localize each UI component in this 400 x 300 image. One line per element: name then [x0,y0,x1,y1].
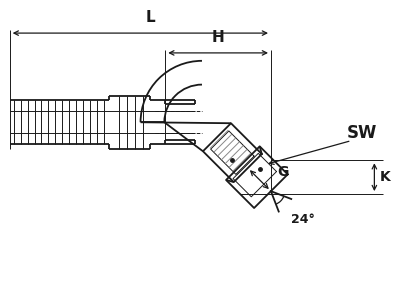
Text: K: K [379,170,390,184]
Polygon shape [200,120,265,185]
Text: L: L [146,10,155,25]
Text: 24°: 24° [291,213,314,226]
Polygon shape [223,143,290,211]
Text: SW: SW [347,124,377,142]
Text: H: H [212,30,224,45]
Text: G: G [277,165,288,179]
